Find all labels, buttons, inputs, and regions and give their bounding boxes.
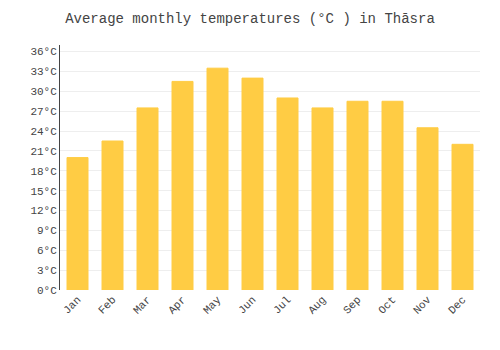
svg-text:27°C: 27°C xyxy=(30,106,57,118)
svg-text:Average monthly temperatures (: Average monthly temperatures (°C ) in Th… xyxy=(65,11,435,27)
svg-text:9°C: 9°C xyxy=(37,225,57,237)
svg-text:Nov: Nov xyxy=(411,294,434,317)
svg-text:Jan: Jan xyxy=(61,294,83,316)
svg-text:Sep: Sep xyxy=(341,294,363,316)
svg-text:15°C: 15°C xyxy=(30,186,57,198)
svg-text:12°C: 12°C xyxy=(30,205,57,217)
svg-text:0°C: 0°C xyxy=(37,285,57,297)
svg-text:36°C: 36°C xyxy=(30,46,57,58)
svg-text:May: May xyxy=(201,294,224,317)
svg-text:3°C: 3°C xyxy=(37,265,57,277)
svg-text:Dec: Dec xyxy=(446,294,468,316)
svg-text:Mar: Mar xyxy=(131,294,153,316)
svg-text:Oct: Oct xyxy=(376,294,398,316)
svg-text:Feb: Feb xyxy=(96,294,118,316)
svg-text:18°C: 18°C xyxy=(30,166,57,178)
svg-text:21°C: 21°C xyxy=(30,146,57,158)
svg-text:33°C: 33°C xyxy=(30,66,57,78)
svg-text:Aug: Aug xyxy=(306,294,328,316)
svg-text:30°C: 30°C xyxy=(30,86,57,98)
svg-text:Jun: Jun xyxy=(236,294,258,316)
svg-text:Apr: Apr xyxy=(166,294,188,316)
svg-text:Jul: Jul xyxy=(271,294,293,316)
svg-text:6°C: 6°C xyxy=(37,245,57,257)
svg-text:24°C: 24°C xyxy=(30,126,57,138)
